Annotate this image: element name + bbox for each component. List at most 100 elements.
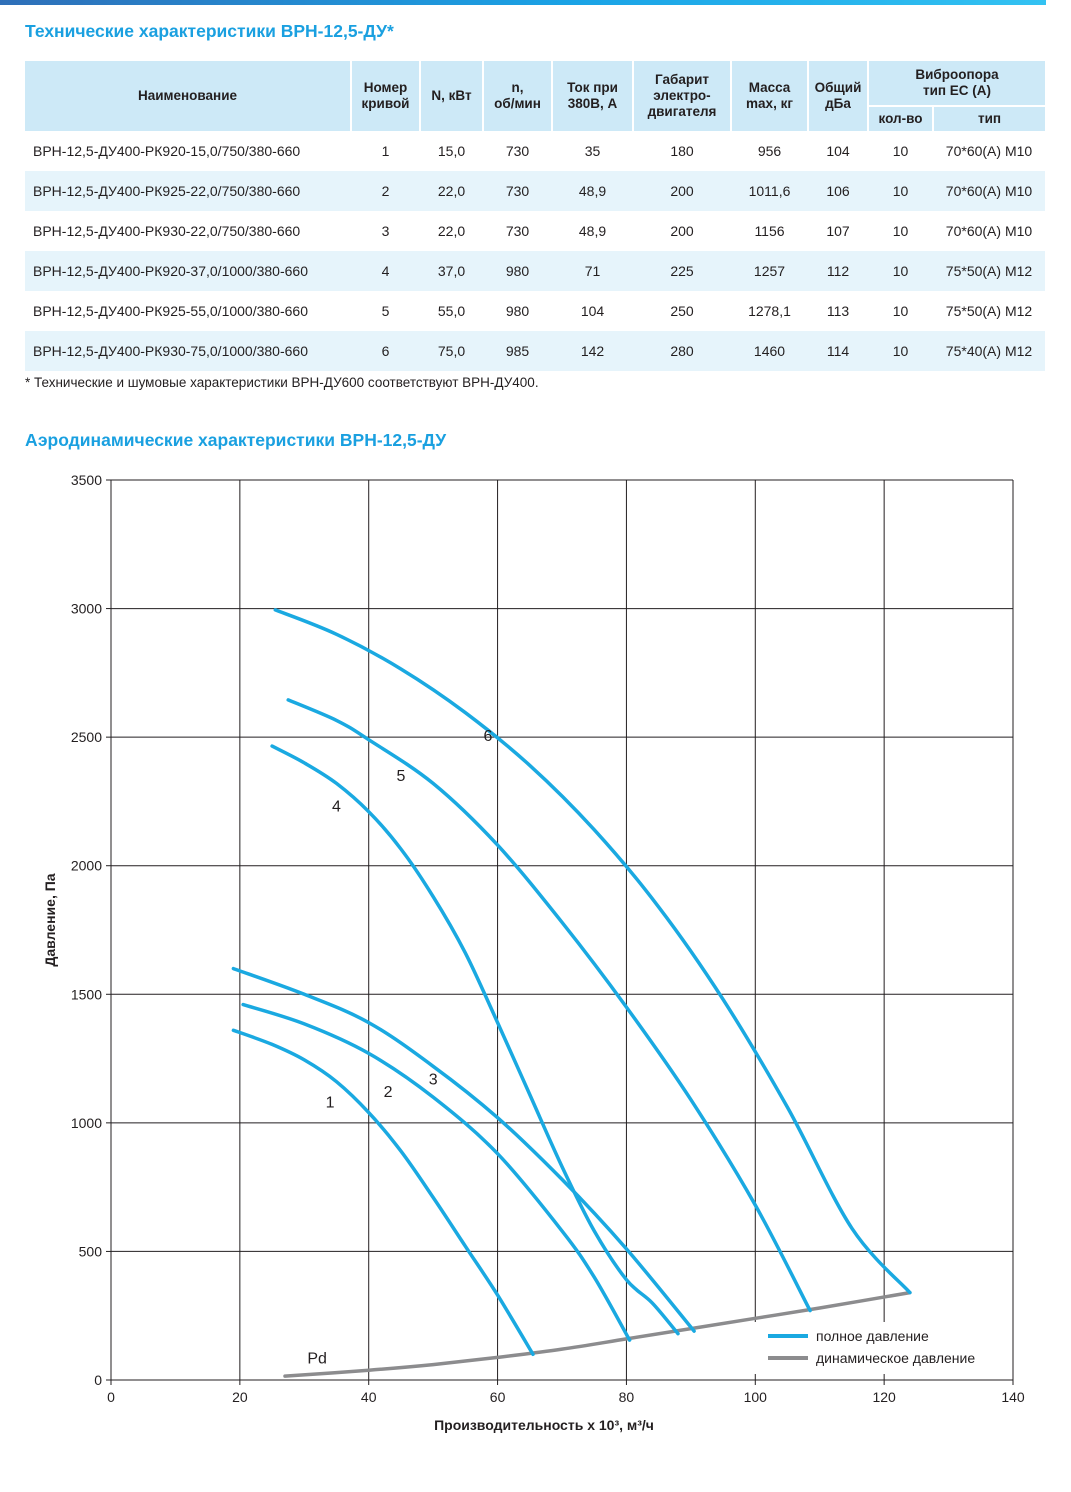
pressure-curve-1 bbox=[231, 1028, 535, 1357]
curve-label-6: 6 bbox=[483, 728, 492, 745]
cell-vibro-qty: 10 bbox=[892, 223, 909, 239]
x-tick-label: 20 bbox=[232, 1389, 248, 1405]
chart-section-title: Аэродинамические характеристики ВРН-12,5… bbox=[25, 430, 447, 450]
legend-label: полное давление bbox=[816, 1328, 929, 1344]
curve-label-4: 4 bbox=[332, 799, 341, 816]
cell-vibro-type: 75*50(А) М12 bbox=[945, 303, 1033, 319]
cell-noise: 112 bbox=[808, 251, 868, 291]
table-row: ВРН-12,5-ДУ400-РК925-22,0/750/380-660 2 … bbox=[25, 171, 1045, 211]
cell-power: 22,0 bbox=[420, 171, 483, 211]
y-tick-label: 1500 bbox=[71, 986, 102, 1002]
x-tick-label: 120 bbox=[872, 1389, 896, 1405]
cell-mass: 1278,1 bbox=[748, 303, 791, 319]
cell-vibro-qty: 10 bbox=[868, 331, 933, 371]
x-tick-label: 140 bbox=[1001, 1389, 1025, 1405]
cell-current: 104 bbox=[580, 303, 605, 319]
cell-mass: 1011,6 bbox=[731, 171, 808, 211]
dynamic-pressure-line bbox=[283, 1290, 912, 1378]
cell-mass: 1460 bbox=[731, 331, 808, 371]
cell-vibro-type: 70*60(А) М10 bbox=[945, 223, 1033, 239]
y-tick-label: 0 bbox=[94, 1372, 102, 1388]
header-noise: Общий дБа bbox=[807, 61, 868, 131]
x-axis-title: Производительность х 10³, м³/ч bbox=[434, 1417, 654, 1433]
pressure-curve-5 bbox=[286, 698, 812, 1313]
cell-vibro-type: 75*40(А) М12 bbox=[933, 331, 1045, 371]
cell-motor-size: 250 bbox=[670, 303, 694, 319]
cell-noise: 113 bbox=[826, 303, 850, 319]
y-tick-label: 2000 bbox=[71, 858, 102, 874]
y-tick-label: 500 bbox=[79, 1243, 103, 1259]
table-row: ВРН-12,5-ДУ400-РК920-15,0/750/380-660 1 … bbox=[25, 131, 1045, 171]
pressure-curve-6 bbox=[273, 608, 912, 1295]
y-tick-label: 3000 bbox=[71, 601, 102, 617]
cell-curve-no: 1 bbox=[381, 143, 390, 159]
cell-name: ВРН-12,5-ДУ400-РК920-15,0/750/380-660 bbox=[33, 143, 301, 159]
table-footnote: * Технические и шумовые характеристики В… bbox=[25, 375, 539, 390]
cell-power: 22,0 bbox=[437, 223, 466, 239]
cell-rpm: 730 bbox=[483, 171, 552, 211]
spec-table: Наименование Номер кривой N, кВт n, об/мин… bbox=[25, 61, 1045, 371]
pressure-curve-2 bbox=[241, 1002, 632, 1342]
cell-name: ВРН-12,5-ДУ400-РК930-22,0/750/380-660 bbox=[33, 223, 301, 239]
cell-rpm: 730 bbox=[505, 143, 530, 159]
cell-current: 35 bbox=[584, 143, 601, 159]
header-curve-no: Номер кривой bbox=[350, 61, 420, 131]
cell-rpm: 985 bbox=[483, 331, 552, 371]
header-mass: Масса max, кг bbox=[730, 61, 808, 131]
cell-power: 37,0 bbox=[420, 251, 483, 291]
cell-power: 15,0 bbox=[437, 143, 466, 159]
table-row: ВРН-12,5-ДУ400-РК925-55,0/1000/380-660 5… bbox=[25, 291, 1045, 331]
cell-motor-size: 200 bbox=[633, 171, 731, 211]
cell-rpm: 980 bbox=[505, 303, 530, 319]
cell-name: ВРН-12,5-ДУ400-РК920-37,0/1000/380-660 bbox=[25, 251, 351, 291]
cell-vibro-type: 75*50(А) М12 bbox=[933, 251, 1045, 291]
cell-power: 55,0 bbox=[437, 303, 466, 319]
y-tick-label: 3500 bbox=[71, 472, 102, 488]
curve-label-2: 2 bbox=[384, 1084, 393, 1101]
cell-name: ВРН-12,5-ДУ400-РК925-55,0/1000/380-660 bbox=[33, 303, 308, 319]
cell-noise: 107 bbox=[826, 223, 850, 239]
cell-mass: 956 bbox=[757, 143, 782, 159]
y-tick-label: 2500 bbox=[71, 729, 102, 745]
pressure-curve-4 bbox=[270, 744, 680, 1336]
cell-motor-size: 180 bbox=[670, 143, 694, 159]
cell-vibro-qty: 10 bbox=[892, 303, 909, 319]
cell-mass: 1257 bbox=[731, 251, 808, 291]
y-axis-title: Давление, Па bbox=[42, 873, 58, 966]
cell-rpm: 730 bbox=[505, 223, 530, 239]
cell-vibro-type: 70*60(А) М10 bbox=[933, 171, 1045, 211]
cell-noise: 114 bbox=[808, 331, 868, 371]
x-tick-label: 40 bbox=[361, 1389, 377, 1405]
cell-noise: 106 bbox=[808, 171, 868, 211]
cell-motor-size: 225 bbox=[633, 251, 731, 291]
x-tick-label: 100 bbox=[744, 1389, 768, 1405]
cell-name: ВРН-12,5-ДУ400-РК925-22,0/750/380-660 bbox=[25, 171, 351, 211]
chart-legend: полное давление динамическое давление bbox=[752, 1322, 1010, 1374]
x-tick-label: 0 bbox=[107, 1389, 115, 1405]
dynamic-pressure-label: Pd bbox=[307, 1350, 327, 1367]
cell-current: 48,9 bbox=[552, 171, 633, 211]
x-tick-label: 80 bbox=[619, 1389, 635, 1405]
curve-label-3: 3 bbox=[429, 1071, 438, 1088]
cell-current: 48,9 bbox=[578, 223, 607, 239]
cell-vibro-qty: 10 bbox=[892, 143, 909, 159]
cell-current: 71 bbox=[552, 251, 633, 291]
table-row: ВРН-12,5-ДУ400-РК920-37,0/1000/380-660 4… bbox=[25, 251, 1045, 291]
header-motor-size: Габарит электро-двигателя bbox=[632, 61, 731, 131]
cell-curve-no: 4 bbox=[351, 251, 420, 291]
cell-vibro-type: 70*60(А) М10 bbox=[945, 143, 1033, 159]
table-row: ВРН-12,5-ДУ400-РК930-75,0/1000/380-660 6… bbox=[25, 331, 1045, 371]
cell-motor-size: 280 bbox=[633, 331, 731, 371]
cell-noise: 104 bbox=[826, 143, 850, 159]
header-vibro-type: тип bbox=[932, 106, 1045, 131]
cell-curve-no: 3 bbox=[381, 223, 390, 239]
header-rpm: n, об/мин bbox=[482, 61, 552, 131]
y-tick-label: 1000 bbox=[71, 1115, 102, 1131]
curve-label-1: 1 bbox=[326, 1094, 335, 1111]
legend-background bbox=[752, 1322, 1010, 1374]
cell-name: ВРН-12,5-ДУ400-РК930-75,0/1000/380-660 bbox=[25, 331, 351, 371]
cell-current: 142 bbox=[552, 331, 633, 371]
cell-curve-no: 6 bbox=[351, 331, 420, 371]
header-name: Наименование bbox=[25, 61, 351, 131]
header-current: Ток при 380В, А bbox=[551, 61, 633, 131]
